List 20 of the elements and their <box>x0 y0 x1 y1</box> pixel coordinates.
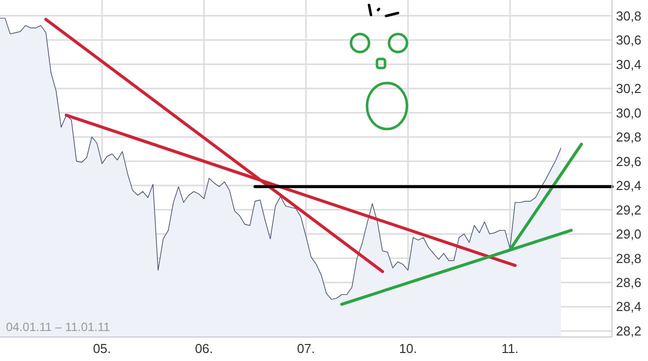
y-tick-label: 30,2 <box>616 81 642 96</box>
x-tick-label: 07. <box>296 341 316 356</box>
annotation: 04.01.11 – 11.01.11 <box>6 320 110 334</box>
y-tick-label: 28,2 <box>616 323 642 338</box>
y-tick-label: 30,6 <box>616 32 642 48</box>
y-tick-label: 29,2 <box>616 202 642 218</box>
y-tick-label: 30,0 <box>616 105 642 120</box>
x-tick-label: 06. <box>194 341 214 356</box>
y-tick-label: 29,0 <box>616 226 642 242</box>
x-tick-label: 10. <box>398 341 418 356</box>
y-tick-label: 29,4 <box>616 178 642 194</box>
x-tick-label: 05. <box>92 341 112 356</box>
y-tick-label: 29,6 <box>616 154 642 169</box>
y-tick-label: 28,6 <box>616 275 642 290</box>
y-tick-label: 28,8 <box>616 250 642 266</box>
x-tick-label: 11. <box>501 341 519 356</box>
y-tick-label: 30,8 <box>616 8 642 24</box>
y-tick-label: 29,8 <box>616 130 642 145</box>
y-tick-label: 28,4 <box>616 299 642 314</box>
y-tick-label: 30,4 <box>616 56 642 72</box>
